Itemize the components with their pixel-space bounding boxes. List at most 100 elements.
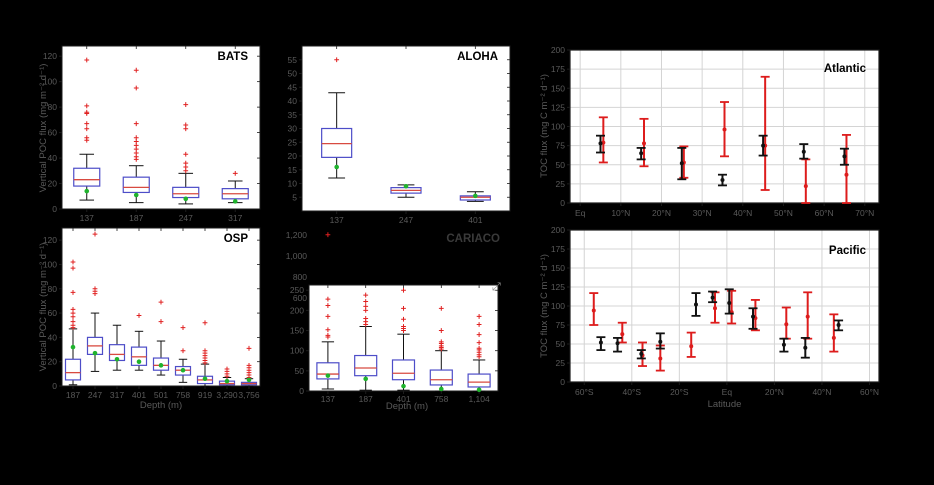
chart-mark: 35 [288, 110, 298, 120]
chart-mark [334, 57, 340, 63]
chart-mark [354, 354, 378, 377]
chart-mark [569, 229, 880, 383]
chart-mark [641, 141, 646, 146]
chart-mark [325, 303, 331, 308]
chart-mark [70, 307, 76, 312]
chart-mark: 247 [179, 213, 193, 223]
chart-mark: 10 [288, 179, 298, 189]
chart-mark [136, 313, 142, 318]
chart-mark [679, 161, 684, 166]
chart-mark: 137 [321, 394, 335, 404]
chart-mark [842, 154, 847, 159]
atlantic-errorbar-red [598, 116, 608, 164]
osp-mean-marker [92, 350, 98, 356]
chart-mark: 137 [80, 213, 94, 223]
chart-mark [805, 314, 810, 319]
chart-mark: 0 [560, 198, 565, 208]
atlantic-errorbar-red [841, 134, 851, 204]
aloha-box-247 [390, 183, 422, 198]
chart-mark [325, 296, 331, 302]
chart-mark: 20°S [670, 387, 689, 397]
chart-mark: 80 [48, 284, 58, 294]
cariaco-box-137 [316, 296, 340, 390]
chart-mark [325, 327, 331, 333]
chart-mark [70, 319, 76, 324]
osp-mean-marker [70, 344, 76, 350]
bats-box-187 [122, 67, 150, 204]
chart-mark [301, 45, 511, 212]
chart-mark: 501 [154, 390, 168, 400]
chart-mark: 187 [66, 390, 80, 400]
osp-mean-marker [224, 378, 230, 384]
cariaco-mean-marker [439, 386, 444, 392]
aloha-mean-marker [334, 164, 339, 170]
chart-mark [438, 339, 444, 345]
chart-mark [158, 299, 164, 305]
bats-box-247 [172, 102, 200, 205]
pacific-errorbar-red [686, 331, 696, 358]
chart-mark [70, 259, 76, 265]
chart-mark [598, 141, 603, 146]
chart-mark: 200 [551, 45, 565, 55]
chart-mark: 20 [48, 357, 58, 367]
chart-mark [133, 135, 139, 141]
chart-mark: 60 [48, 128, 58, 138]
osp-x-axis-label: Depth (m) [139, 400, 183, 411]
chart-mark [476, 340, 482, 346]
chart-mark: 1,104 [468, 394, 490, 404]
chart-mark [224, 366, 230, 372]
cariaco-mean-marker [325, 373, 331, 378]
bats-mean-marker [133, 192, 139, 198]
aloha-mean-marker [473, 193, 478, 199]
chart-mark [727, 300, 732, 305]
chart-mark: 758 [176, 390, 190, 400]
chart-mark [321, 127, 353, 158]
chart-mark: 80 [48, 102, 58, 112]
chart-mark: 100 [290, 346, 304, 356]
chart-mark [620, 332, 625, 337]
chart-mark [84, 109, 90, 115]
chart-mark [84, 135, 90, 141]
chart-mark [401, 305, 406, 311]
chart-mark [325, 232, 331, 238]
chart-mark [712, 306, 717, 311]
chart-mark [363, 307, 369, 313]
osp-box-3,290 [218, 366, 236, 387]
chart-mark [831, 335, 836, 340]
osp-box-187 [64, 259, 82, 386]
atlantic-errorbar-black [839, 147, 849, 166]
aloha-box-137 [321, 57, 353, 179]
chart-mark: 75 [556, 141, 566, 151]
chart-mark: 60 [48, 308, 58, 318]
chart-mark [363, 299, 369, 304]
atlantic-errorbar-red [720, 101, 729, 158]
chart-mark [639, 151, 644, 156]
chart-mark: 401 [396, 394, 410, 404]
chart-mark: 60°S [575, 387, 594, 397]
panel-title-atlantic: Atlantic [823, 63, 866, 75]
chart-mark: 70°N [855, 208, 874, 218]
osp-mean-marker [202, 376, 208, 382]
atlantic-errorbar-black [636, 147, 646, 161]
chart-mark [363, 292, 369, 298]
osp-mean-marker [246, 377, 252, 383]
aloha-mean-marker [403, 183, 409, 189]
chart-mark [476, 332, 482, 337]
osp-box-758 [174, 325, 192, 383]
atlantic-series-black [595, 134, 849, 187]
chart-mark [133, 121, 139, 127]
osp-plot-area [62, 228, 260, 386]
chart-mark [183, 102, 189, 107]
chart-mark [64, 358, 82, 381]
chart-mark [363, 303, 369, 309]
chart-mark [401, 324, 406, 329]
chart-mark: 25 [288, 137, 298, 147]
chart-mark [180, 348, 186, 354]
chart-mark: 120 [43, 235, 57, 245]
chart-mark: 50 [556, 339, 566, 349]
chart-mark [401, 316, 406, 322]
chart-mark: 15 [288, 165, 298, 175]
cariaco-mean-marker [476, 387, 482, 393]
bats-plot-area [62, 46, 260, 209]
chart-mark: 800 [293, 272, 307, 282]
